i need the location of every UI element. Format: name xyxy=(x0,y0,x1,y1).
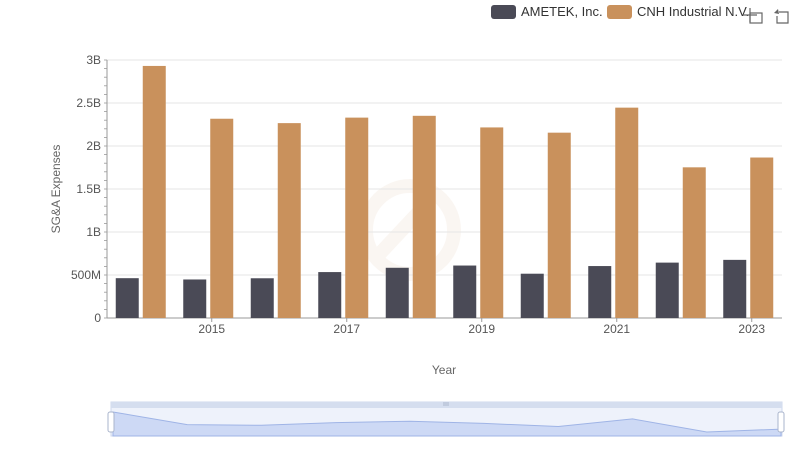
bar-cnh-2016[interactable] xyxy=(277,123,301,319)
bar-cnh-2019[interactable] xyxy=(480,127,504,318)
y-axis-title: SG&A Expenses xyxy=(49,145,63,234)
bar-ametek-2016[interactable] xyxy=(250,278,274,318)
bar-cnh-2014[interactable] xyxy=(142,65,166,319)
bar-ametek-2020[interactable] xyxy=(520,273,544,318)
bar-ametek-2015[interactable] xyxy=(183,279,207,318)
y-tick-label: 3B xyxy=(86,53,101,67)
y-tick-label: 500M xyxy=(71,268,101,282)
bar-ametek-2018[interactable] xyxy=(385,267,409,318)
slider-grip-icon xyxy=(443,402,449,406)
bar-ametek-2017[interactable] xyxy=(318,272,342,318)
y-tick-label: 2.5B xyxy=(76,96,101,110)
bar-cnh-2022[interactable] xyxy=(682,167,706,318)
bar-ametek-2023[interactable] xyxy=(723,259,747,318)
x-axis-title: Year xyxy=(432,363,456,377)
data-zoom-slider[interactable] xyxy=(107,401,785,437)
reset-zoom-icon[interactable] xyxy=(774,9,789,24)
y-tick-label: 2B xyxy=(86,139,101,153)
bar-cnh-2018[interactable] xyxy=(412,115,436,319)
bars xyxy=(115,65,774,319)
x-tick-label: 2019 xyxy=(468,322,495,336)
x-tick-label: 2017 xyxy=(333,322,360,336)
y-axis: 0 500M 1B 1.5B 2B 2.5B 3B xyxy=(71,53,108,325)
bar-cnh-2015[interactable] xyxy=(210,118,234,318)
legend: AMETEK, Inc. CNH Industrial N.V. xyxy=(491,4,749,19)
watermark-logo xyxy=(359,179,461,281)
x-tick-label: 2021 xyxy=(603,322,630,336)
x-tick-label: 2015 xyxy=(198,322,225,336)
grid xyxy=(107,59,782,319)
bar-cnh-2017[interactable] xyxy=(345,117,369,319)
legend-label[interactable]: CNH Industrial N.V. xyxy=(637,4,749,19)
zoom-icon[interactable] xyxy=(743,8,763,24)
bar-cnh-2021[interactable] xyxy=(615,107,639,318)
slider-left-handle[interactable] xyxy=(107,411,115,433)
x-axis: 2015 2017 2019 2021 2023 xyxy=(107,317,782,336)
slider-right-handle[interactable] xyxy=(777,411,785,433)
legend-label[interactable]: AMETEK, Inc. xyxy=(521,4,603,19)
y-tick-label: 1B xyxy=(86,225,101,239)
slider-preview-area xyxy=(112,411,782,437)
bar-ametek-2014[interactable] xyxy=(115,278,139,318)
legend-swatch[interactable] xyxy=(607,5,632,19)
bar-cnh-2020[interactable] xyxy=(547,132,571,318)
bar-ametek-2022[interactable] xyxy=(655,262,679,318)
y-tick-label: 1.5B xyxy=(76,182,101,196)
bar-ametek-2019[interactable] xyxy=(453,265,477,318)
x-tick-label: 2023 xyxy=(738,322,765,336)
bar-cnh-2023[interactable] xyxy=(750,157,774,318)
bar-ametek-2021[interactable] xyxy=(588,266,612,318)
y-tick-label: 0 xyxy=(94,311,101,325)
legend-swatch[interactable] xyxy=(491,5,516,19)
